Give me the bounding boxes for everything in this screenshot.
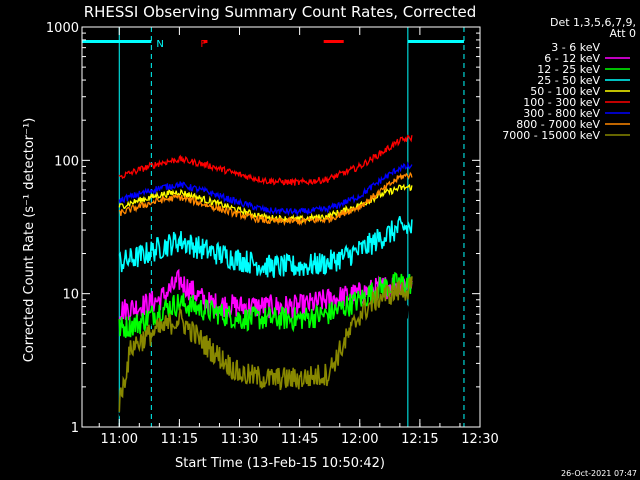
flag-bar-flare-2: [323, 40, 344, 43]
x-axis-label: Start Time (13-Feb-15 10:50:42): [175, 456, 385, 471]
y-tick-label-3: 100: [54, 154, 79, 169]
legend-header-2: Att 0: [610, 27, 636, 40]
axes: 11:00 11:15 11:30 11:45 12:00 12:15 12:30 1 10 10…: [46, 21, 499, 447]
y-axis-label: Corrected Count Rate (s⁻¹ detector⁻¹): [22, 118, 37, 363]
chart-title: RHESSI Observing Summary Count Rates, Co…: [84, 3, 477, 21]
series-line-3: [118, 271, 413, 338]
x-tick-label-7: 12:30: [461, 432, 498, 447]
flag-bar-night-2: [407, 40, 464, 43]
series-line-7: [118, 161, 413, 218]
y-tick-label-2: 10: [62, 288, 79, 303]
legend-label-6: 100 - 300 keV: [523, 96, 600, 109]
legend-label-1: 3 - 6 keV: [551, 41, 600, 54]
series-line-4: [118, 216, 413, 278]
legend-label-2: 6 - 12 keV: [544, 52, 600, 65]
legend-label-5: 50 - 100 keV: [530, 85, 600, 98]
x-tick-label-1: 11:00: [101, 432, 138, 447]
footer-date: 26-Oct-2021 07:47: [561, 469, 637, 478]
flag-bar-night-1: [82, 40, 152, 43]
legend-label-4: 25 - 50 keV: [537, 74, 600, 87]
flag-label-f: F: [200, 39, 206, 50]
legend-label-3: 12 - 25 keV: [537, 63, 600, 76]
x-tick-label-3: 11:30: [221, 432, 258, 447]
x-tick-label-4: 11:45: [281, 432, 318, 447]
series-line-6: [118, 134, 413, 186]
y-tick-label-4: 1000: [46, 21, 79, 36]
x-tick-label-5: 12:00: [341, 432, 378, 447]
legend-label-7: 300 - 800 keV: [523, 107, 600, 120]
plot-frame: [81, 26, 481, 428]
flag-label-n: N: [156, 39, 163, 50]
series-line-8: [118, 171, 413, 227]
series-line-9: [118, 276, 413, 412]
x-tick-label-6: 12:15: [401, 432, 438, 447]
flag-bar-flare-1: [203, 40, 208, 43]
y-tick-label-1: 1: [71, 421, 79, 436]
legend-label-8: 800 - 7000 keV: [516, 118, 600, 131]
legend-label-9: 7000 - 15000 keV: [502, 129, 600, 142]
legend-header-1: Det 1,3,5,6,7,9,: [550, 16, 636, 29]
x-tick-label-2: 11:15: [161, 432, 198, 447]
